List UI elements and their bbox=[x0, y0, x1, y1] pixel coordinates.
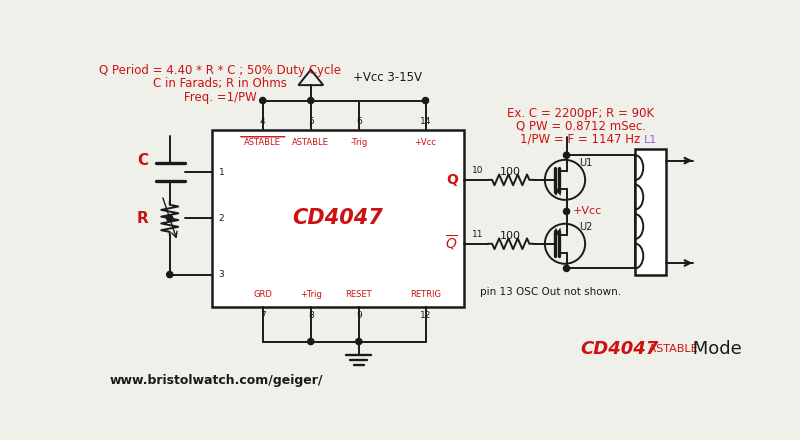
Circle shape bbox=[563, 152, 570, 158]
Text: Ex. C = 2200pF; R = 90K: Ex. C = 2200pF; R = 90K bbox=[507, 106, 654, 120]
Text: 100: 100 bbox=[500, 231, 522, 241]
Text: RETRIG: RETRIG bbox=[410, 290, 441, 299]
Text: ASTABLE: ASTABLE bbox=[645, 344, 698, 354]
Text: Mode: Mode bbox=[686, 340, 742, 358]
Text: Freq. =1/PW: Freq. =1/PW bbox=[184, 91, 257, 104]
Bar bbox=[634, 149, 666, 275]
Text: Q: Q bbox=[446, 173, 458, 187]
Text: 4: 4 bbox=[260, 117, 266, 126]
Circle shape bbox=[563, 208, 570, 215]
Circle shape bbox=[308, 98, 314, 103]
Circle shape bbox=[260, 98, 266, 103]
Text: 9: 9 bbox=[356, 311, 362, 320]
Text: 1: 1 bbox=[218, 168, 224, 176]
Bar bbox=[212, 130, 464, 307]
Circle shape bbox=[422, 98, 429, 103]
Text: U2: U2 bbox=[579, 222, 592, 232]
Circle shape bbox=[563, 265, 570, 271]
Text: GRD: GRD bbox=[254, 290, 272, 299]
Text: 5: 5 bbox=[308, 117, 314, 126]
Text: 100: 100 bbox=[500, 167, 522, 177]
Text: 14: 14 bbox=[420, 117, 431, 126]
Text: U1: U1 bbox=[579, 158, 592, 168]
Text: 10: 10 bbox=[472, 166, 483, 175]
Text: CD4047: CD4047 bbox=[293, 209, 383, 228]
Text: C: C bbox=[137, 153, 148, 168]
Text: +Trig: +Trig bbox=[300, 290, 322, 299]
Text: +Vcc 3-15V: +Vcc 3-15V bbox=[354, 71, 422, 84]
Text: 12: 12 bbox=[420, 311, 431, 320]
Text: RESET: RESET bbox=[346, 290, 372, 299]
Text: 3: 3 bbox=[218, 270, 224, 279]
Text: L1: L1 bbox=[644, 135, 657, 145]
Text: 11: 11 bbox=[472, 230, 483, 239]
Text: 2: 2 bbox=[218, 214, 224, 223]
Text: -Trig: -Trig bbox=[350, 138, 367, 147]
Text: 8: 8 bbox=[308, 311, 314, 320]
Circle shape bbox=[308, 338, 314, 345]
Text: www.bristolwatch.com/geiger/: www.bristolwatch.com/geiger/ bbox=[110, 374, 323, 387]
Text: 1/PW = F = 1147 Hz: 1/PW = F = 1147 Hz bbox=[520, 133, 641, 146]
Text: CD4047: CD4047 bbox=[581, 340, 658, 358]
Text: R: R bbox=[137, 211, 149, 226]
Circle shape bbox=[166, 215, 173, 221]
Circle shape bbox=[356, 338, 362, 345]
Text: Q PW = 0.8712 mSec.: Q PW = 0.8712 mSec. bbox=[515, 120, 646, 133]
Text: pin 13 OSC Out not shown.: pin 13 OSC Out not shown. bbox=[480, 286, 621, 297]
Text: ASTABLE: ASTABLE bbox=[292, 138, 330, 147]
Text: ASTABLE: ASTABLE bbox=[244, 138, 281, 147]
Text: +Vcc: +Vcc bbox=[573, 206, 602, 216]
Circle shape bbox=[166, 271, 173, 278]
Text: +Vcc: +Vcc bbox=[414, 138, 437, 147]
Text: $\overline{Q}$: $\overline{Q}$ bbox=[445, 234, 458, 253]
Text: 7: 7 bbox=[260, 311, 266, 320]
Text: Q Period = 4.40 * R * C ; 50% Duty Cycle: Q Period = 4.40 * R * C ; 50% Duty Cycle bbox=[99, 63, 341, 77]
Text: C in Farads; R in Ohms: C in Farads; R in Ohms bbox=[153, 77, 287, 91]
Text: 6: 6 bbox=[356, 117, 362, 126]
